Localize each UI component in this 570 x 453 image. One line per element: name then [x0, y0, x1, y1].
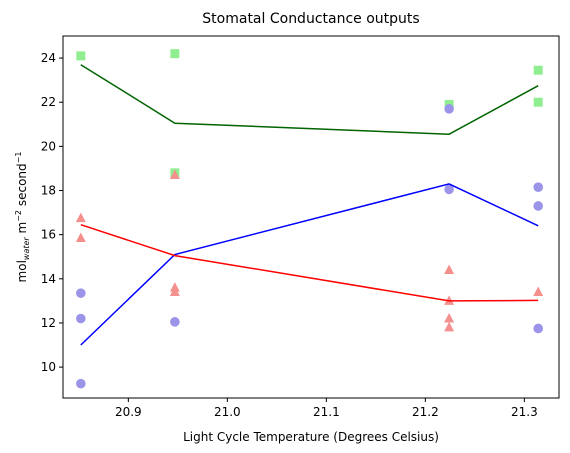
y-tick-label: 16 [41, 228, 56, 242]
circle-marker [76, 313, 86, 324]
y-tick-label: 22 [41, 95, 56, 109]
triangle-marker [75, 212, 86, 223]
y-tick-label: 24 [41, 51, 56, 65]
y-tick-label: 18 [41, 184, 56, 198]
triangle-marker [169, 169, 180, 180]
y-axis-label-sup1: −2 [14, 210, 23, 222]
chart-title: Stomatal Conductance outputs [202, 11, 419, 27]
trend-line [80, 64, 539, 135]
triangle-marker [444, 321, 455, 332]
triangle-marker [533, 286, 544, 297]
y-axis-label-sup2: −1 [14, 152, 23, 164]
square-marker [76, 51, 86, 61]
y-tick-label: 20 [41, 139, 56, 153]
circle-marker [533, 201, 544, 211]
y-tick-label: 14 [41, 272, 56, 286]
x-tick-label: 21.0 [214, 405, 241, 419]
x-tick-label: 20.9 [115, 405, 142, 419]
circle-marker [533, 182, 544, 193]
triangle-marker [444, 313, 455, 323]
trend-line [80, 183, 539, 346]
circle-marker [444, 104, 454, 114]
circle-marker [444, 184, 454, 195]
x-tick-label: 21.1 [313, 405, 340, 419]
plot-area [75, 49, 544, 389]
y-axis-label-main: mol [15, 260, 29, 282]
square-marker [533, 97, 543, 107]
triangle-marker [444, 295, 455, 305]
circle-marker [533, 323, 544, 334]
y-tick-label: 12 [41, 316, 56, 330]
y-axis-label: molwater m−2 second−1 [14, 152, 31, 283]
axes-frame [62, 35, 560, 399]
y-axis-label-sub: water [22, 237, 31, 261]
axis-ticks: 20.9 21.0 21.1 21.2 21.3 10 12 14 16 18 20 22 24 [41, 51, 538, 419]
circle-marker [76, 288, 86, 298]
trend-line [80, 223, 539, 302]
triangle-marker [444, 264, 455, 274]
x-tick-label: 21.3 [511, 405, 538, 419]
circle-marker [170, 317, 180, 327]
triangle-marker [75, 232, 86, 242]
triangle-marker [169, 286, 180, 297]
square-marker [533, 65, 543, 75]
y-tick-label: 10 [41, 360, 56, 374]
square-marker [170, 49, 180, 59]
x-tick-label: 21.2 [412, 405, 439, 419]
y-axis-label-rest2: second [15, 163, 29, 210]
y-axis-label-rest1: m [15, 222, 29, 238]
x-axis-label: Light Cycle Temperature (Degrees Celsius… [183, 430, 439, 444]
circle-marker [76, 378, 86, 389]
